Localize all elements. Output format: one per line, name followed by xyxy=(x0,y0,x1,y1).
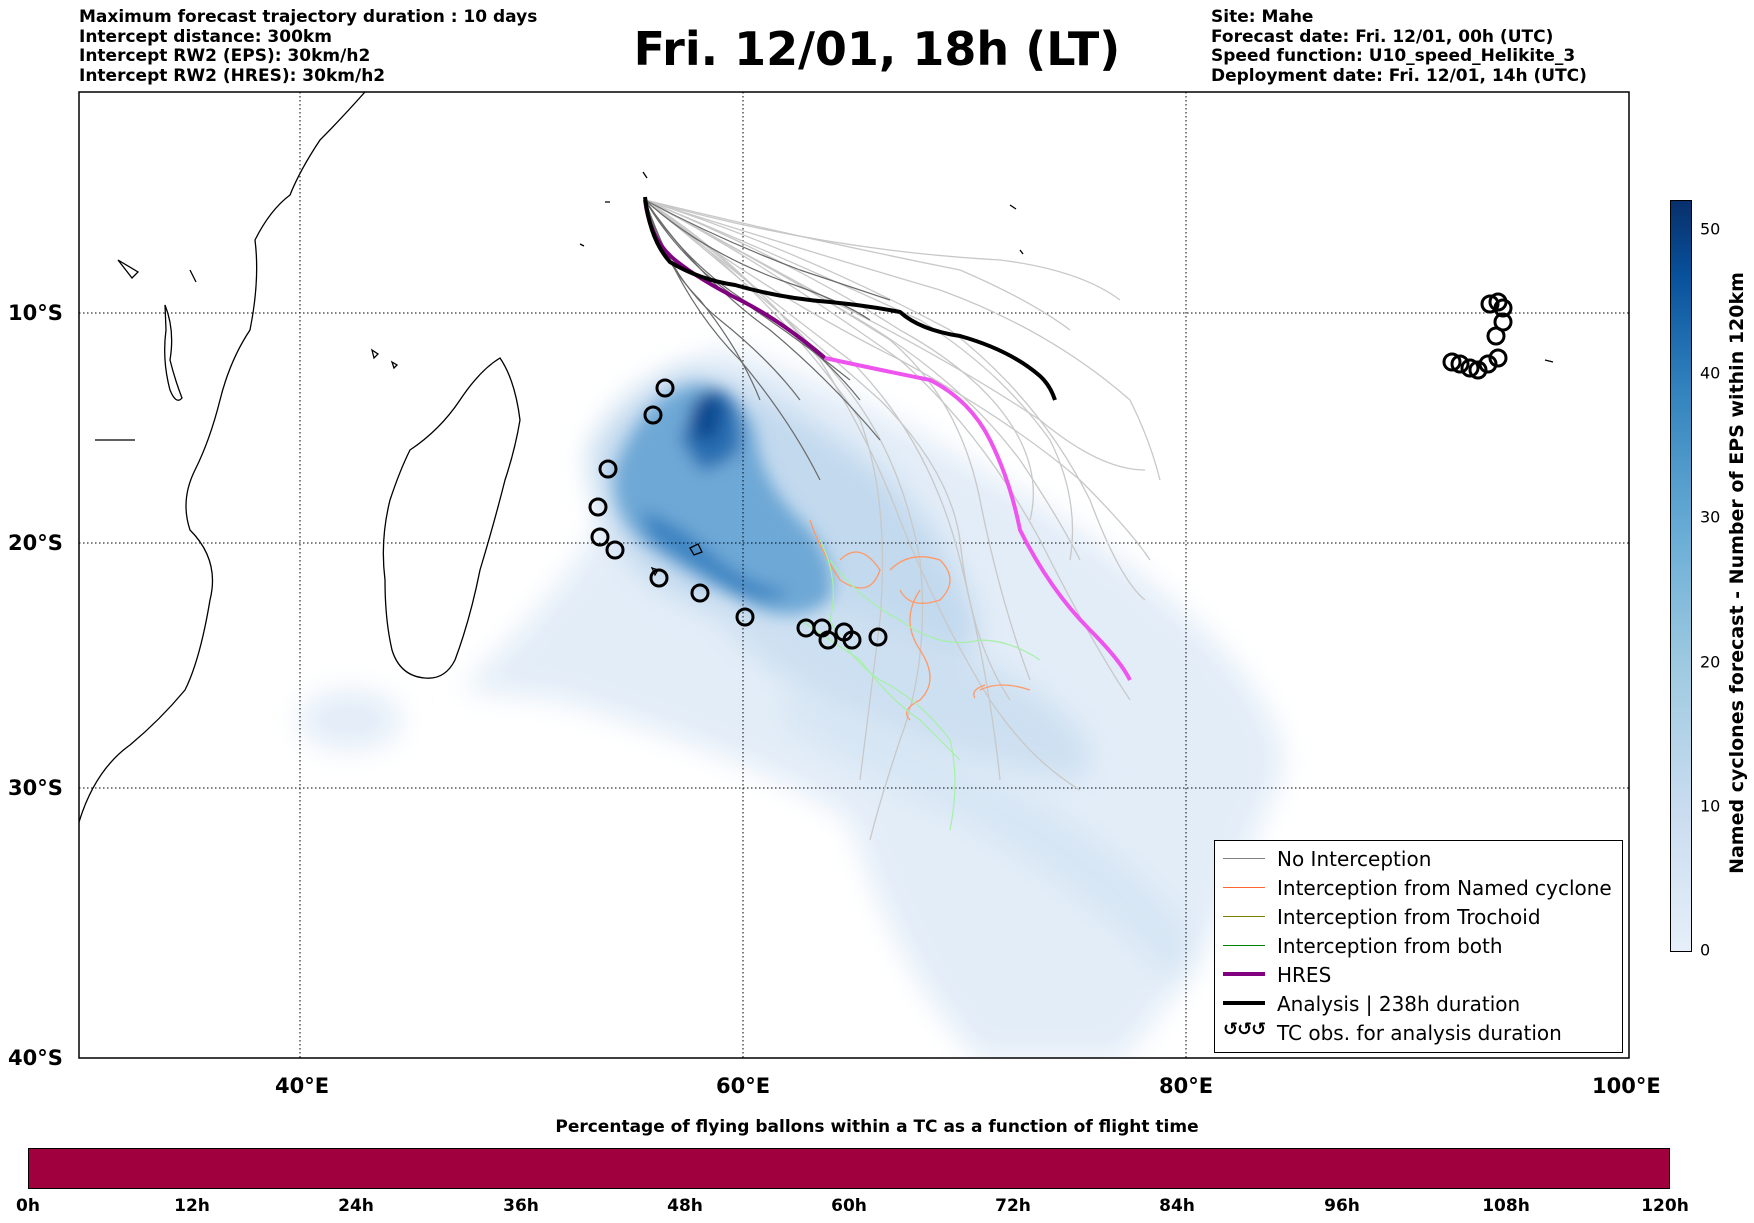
interception-both-tracks xyxy=(799,539,1041,831)
tc-obs-symbol xyxy=(598,459,618,479)
legend-item: ↺↺↺ TC obs. for analysis duration xyxy=(1215,1019,1622,1047)
header-left-line: Intercept RW2 (EPS): 30km/h2 xyxy=(79,46,371,66)
legend-item: Interception from Named cyclone xyxy=(1215,874,1622,902)
flight-time-tick: 60h xyxy=(831,1196,867,1216)
lon-tick-label: 60°E xyxy=(716,1074,771,1098)
hres-track-extension xyxy=(824,356,1132,681)
tc-obs-symbol xyxy=(590,527,610,547)
tc-obs-symbol xyxy=(690,583,710,603)
colorbar-tick: 50 xyxy=(1700,219,1721,239)
colorbar-tick: 10 xyxy=(1700,796,1721,816)
header-right-line: Site: Mahe xyxy=(1211,7,1314,27)
lon-tick-label: 100°E xyxy=(1592,1074,1661,1098)
flight-time-tick: 12h xyxy=(174,1196,210,1216)
tc-obs-symbol xyxy=(588,497,608,517)
colorbar-tick: 30 xyxy=(1700,507,1721,527)
legend-swatch xyxy=(1223,972,1265,976)
flight-time-tick: 96h xyxy=(1324,1196,1360,1216)
flight-time-tick: 108h xyxy=(1482,1196,1530,1216)
legend-item: Interception from both xyxy=(1215,932,1622,960)
flight-time-tick: 36h xyxy=(503,1196,539,1216)
flight-time-bar-title: Percentage of flying ballons within a TC… xyxy=(555,1117,1199,1137)
legend-swatch xyxy=(1223,887,1265,888)
map-legend: No Interception Interception from Named … xyxy=(1214,840,1623,1053)
map-frame xyxy=(78,91,1630,1059)
legend-label: Interception from Named cyclone xyxy=(1277,876,1612,900)
ensemble-trajectories-light xyxy=(644,199,1161,841)
lon-tick-label: 80°E xyxy=(1159,1074,1214,1098)
lake-coastline xyxy=(164,304,183,401)
coastlines xyxy=(79,92,1554,823)
legend-swatch xyxy=(1223,916,1265,917)
flight-time-tick: 84h xyxy=(1159,1196,1195,1216)
legend-swatch xyxy=(1223,858,1265,859)
header-right-line: Deployment date: Fri. 12/01, 14h (UTC) xyxy=(1211,65,1587,86)
legend-item: Interception from Trochoid xyxy=(1215,903,1622,931)
header-left-line: Intercept distance: 300km xyxy=(79,26,332,47)
tc-obs-symbol xyxy=(1480,294,1500,314)
header-left-line: Intercept RW2 (HRES): 30km/h2 xyxy=(79,65,386,86)
africa-coastline xyxy=(79,92,366,823)
tc-obs-symbol xyxy=(655,378,675,398)
lat-tick-label: 20°S xyxy=(8,531,63,555)
tc-obs-symbol xyxy=(1460,358,1480,378)
tc-obs-symbol xyxy=(649,568,669,588)
tc-obs-symbol xyxy=(868,627,888,647)
header-left: Maximum forecast trajectory duration : 1… xyxy=(79,7,538,86)
legend-label: No Interception xyxy=(1277,847,1432,871)
analysis-track xyxy=(643,196,1057,401)
tc-obs-symbol xyxy=(643,405,663,425)
tc-obs-symbol xyxy=(1488,348,1508,368)
interception-named-cyclone-tracks xyxy=(809,519,1031,721)
madagascar-coastline xyxy=(382,357,521,679)
flight-time-bar xyxy=(28,1148,1670,1189)
tc-obs-symbol xyxy=(735,607,755,627)
eps-density-shading xyxy=(298,350,1283,1058)
tc-obs-symbol xyxy=(818,630,838,650)
tc-obs-symbol xyxy=(605,540,625,560)
colorbar xyxy=(1670,200,1692,952)
legend-item: No Interception xyxy=(1215,845,1622,873)
flight-time-tick: 0h xyxy=(16,1196,40,1216)
lat-tick-label: 30°S xyxy=(8,776,63,800)
lat-tick-label: 40°S xyxy=(8,1046,63,1070)
legend-swatch xyxy=(1223,945,1265,946)
lat-tick-label: 10°S xyxy=(8,301,63,325)
tc-observations xyxy=(588,292,1513,650)
tc-obs-legend-icon: ↺↺↺ xyxy=(1223,1019,1266,1040)
header-right-line: Speed function: U10_speed_Helikite_3 xyxy=(1211,46,1576,66)
header-right-line: Forecast date: Fri. 12/01, 00h (UTC) xyxy=(1211,26,1554,47)
tc-obs-symbol xyxy=(1486,326,1506,346)
tc-obs-symbol xyxy=(842,630,862,650)
legend-swatch xyxy=(1223,1001,1265,1005)
legend-label: Interception from Trochoid xyxy=(1277,905,1541,929)
comoros-coastline xyxy=(370,348,399,370)
colorbar-tick: 40 xyxy=(1700,363,1721,383)
flight-time-tick: 72h xyxy=(995,1196,1031,1216)
flight-time-tick: 48h xyxy=(667,1196,703,1216)
colorbar-tick: 20 xyxy=(1700,652,1721,672)
tc-obs-symbol xyxy=(1442,352,1462,372)
islands-coastline xyxy=(579,171,1554,363)
legend-label: TC obs. for analysis duration xyxy=(1277,1021,1562,1045)
colorbar-tick: 0 xyxy=(1700,940,1711,960)
flight-time-tick: 24h xyxy=(338,1196,374,1216)
tc-obs-symbol xyxy=(1450,354,1470,374)
tc-obs-symbol xyxy=(1478,354,1498,374)
lon-tick-label: 40°E xyxy=(275,1074,330,1098)
colorbar-label: Named cyclones forecast - Number of EPS … xyxy=(1726,272,1748,874)
flight-time-tick: 120h xyxy=(1641,1196,1689,1216)
header-left-line: Maximum forecast trajectory duration : 1… xyxy=(79,7,538,27)
lake-coastline xyxy=(95,259,197,441)
header-right: Site: Mahe Forecast date: Fri. 12/01, 00… xyxy=(1211,7,1587,86)
legend-label: HRES xyxy=(1277,963,1332,987)
legend-label: Analysis | 238h duration xyxy=(1277,992,1521,1016)
legend-item: Analysis | 238h duration xyxy=(1215,990,1622,1018)
legend-item: HRES xyxy=(1215,961,1622,989)
tc-obs-symbol xyxy=(1468,360,1488,380)
legend-label: Interception from both xyxy=(1277,934,1503,958)
map-title: Fri. 12/01, 18h (LT) xyxy=(633,22,1121,76)
tc-obs-symbol xyxy=(1493,298,1513,318)
